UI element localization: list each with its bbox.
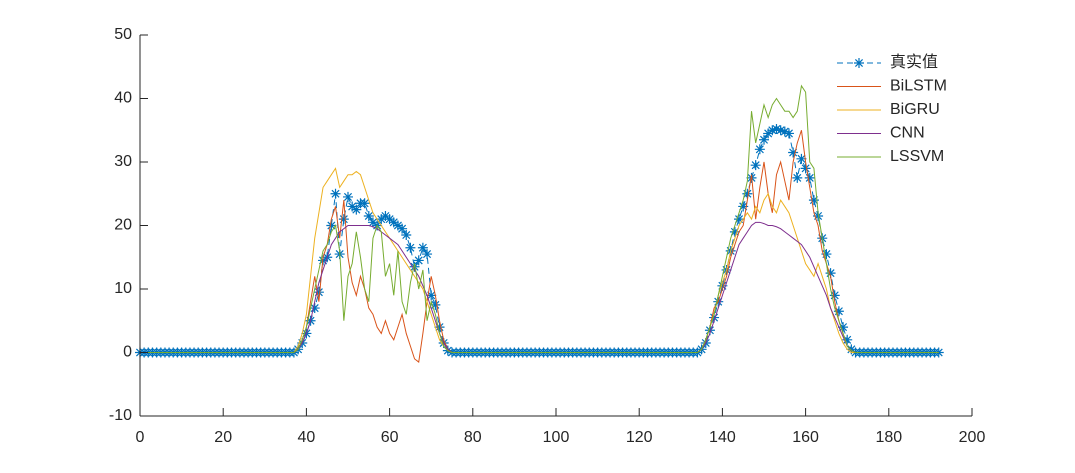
legend-label: BiLSTM bbox=[890, 78, 947, 95]
x-tick-label: 40 bbox=[298, 429, 316, 446]
data-point bbox=[351, 204, 362, 215]
data-point bbox=[717, 280, 728, 291]
data-point bbox=[359, 198, 370, 209]
data-point bbox=[367, 217, 378, 228]
data-point bbox=[842, 334, 853, 345]
x-tick-label: 0 bbox=[136, 429, 145, 446]
data-point bbox=[792, 172, 803, 183]
data-point bbox=[434, 322, 445, 333]
x-tick-label: 200 bbox=[959, 429, 986, 446]
x-tick-label: 180 bbox=[875, 429, 902, 446]
data-point bbox=[738, 201, 749, 212]
data-point bbox=[821, 249, 832, 260]
data-point bbox=[788, 147, 799, 158]
y-tick-label: 40 bbox=[114, 90, 132, 107]
data-point bbox=[734, 214, 745, 225]
data-point bbox=[729, 226, 740, 237]
data-point bbox=[767, 125, 778, 136]
data-point bbox=[704, 325, 715, 336]
legend-label: CNN bbox=[890, 125, 925, 142]
series-line bbox=[140, 84, 939, 353]
axes: 0 20 40 60 80 100 120 140 160 180 200-100102030405… bbox=[109, 26, 986, 446]
data-point bbox=[343, 191, 353, 202]
data-point bbox=[388, 217, 399, 228]
data-point bbox=[808, 195, 819, 206]
data-point bbox=[709, 312, 720, 323]
y-tick-label: 20 bbox=[114, 217, 132, 234]
y-tick-label: 10 bbox=[114, 280, 132, 297]
data-point bbox=[829, 290, 840, 301]
data-point bbox=[846, 344, 857, 355]
x-tick-label: 100 bbox=[543, 429, 570, 446]
legend: 真实值 BiLSTM BiGRU CNN LSSVM bbox=[837, 53, 947, 165]
x-tick-label: 160 bbox=[792, 429, 819, 446]
data-point bbox=[813, 210, 824, 221]
data-point bbox=[392, 220, 403, 231]
data-point bbox=[363, 210, 374, 221]
data-point bbox=[426, 290, 437, 301]
data-point bbox=[742, 188, 753, 199]
data-point bbox=[405, 242, 416, 253]
data-point bbox=[779, 126, 790, 137]
data-point bbox=[754, 144, 765, 155]
data-point bbox=[775, 125, 786, 136]
x-tick-label: 140 bbox=[709, 429, 736, 446]
data-point bbox=[422, 249, 433, 260]
data-point bbox=[800, 163, 811, 174]
plot-area bbox=[135, 84, 944, 363]
data-point bbox=[783, 128, 794, 139]
data-point bbox=[413, 255, 424, 266]
data-point bbox=[347, 201, 358, 212]
data-point bbox=[750, 160, 761, 171]
data-point bbox=[825, 268, 836, 279]
data-point bbox=[330, 188, 341, 199]
data-point bbox=[397, 223, 408, 234]
data-point bbox=[796, 153, 807, 164]
data-point bbox=[771, 123, 782, 134]
data-point bbox=[409, 261, 420, 272]
data-point bbox=[838, 322, 849, 333]
x-tick-label: 80 bbox=[464, 429, 482, 446]
data-point bbox=[376, 214, 387, 225]
legend-label: LSSVM bbox=[890, 148, 944, 165]
x-tick-label: 20 bbox=[214, 429, 232, 446]
y-tick-label: 30 bbox=[114, 153, 132, 170]
data-point bbox=[833, 306, 844, 317]
x-tick-label: 120 bbox=[626, 429, 653, 446]
data-point bbox=[313, 287, 324, 298]
data-point bbox=[309, 303, 320, 314]
legend-label: 真实值 bbox=[890, 53, 938, 71]
data-point bbox=[384, 214, 395, 225]
data-point bbox=[759, 134, 769, 145]
legend-marker bbox=[854, 58, 864, 68]
data-point bbox=[430, 299, 441, 310]
data-point bbox=[417, 242, 428, 253]
data-point bbox=[401, 230, 412, 241]
data-point bbox=[763, 128, 774, 139]
x-tick-label: 60 bbox=[381, 429, 399, 446]
y-tick-label: 50 bbox=[114, 26, 132, 43]
data-point bbox=[326, 220, 337, 231]
y-tick-label: 0 bbox=[123, 344, 132, 361]
y-tick-label: -10 bbox=[109, 407, 132, 424]
data-point bbox=[338, 214, 349, 225]
data-point bbox=[380, 210, 391, 221]
data-point bbox=[804, 172, 815, 183]
legend-label: BiGRU bbox=[890, 101, 940, 118]
